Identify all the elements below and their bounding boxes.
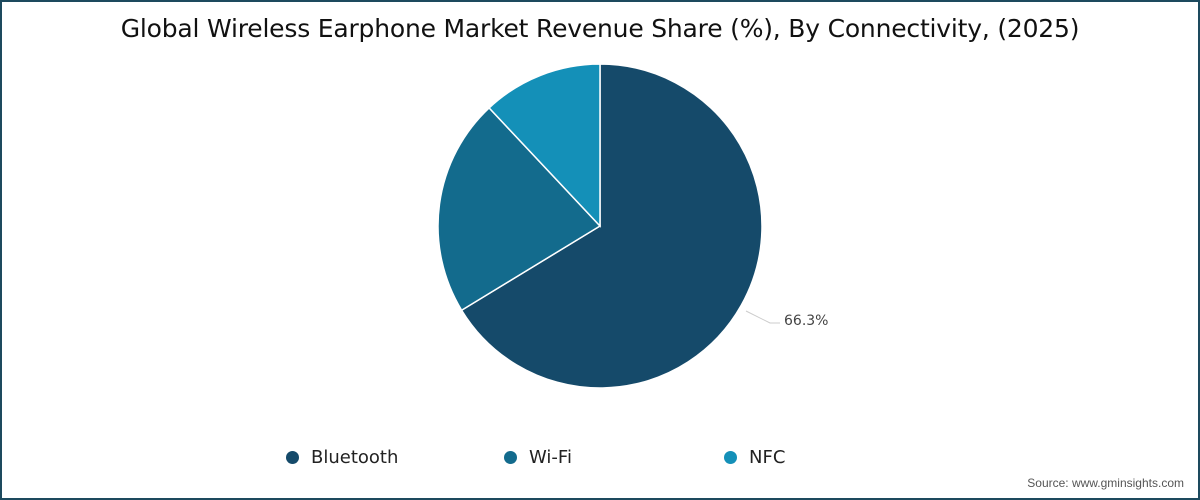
chart-title: Global Wireless Earphone Market Revenue … [120,14,1080,43]
pie-slice-wifi[interactable] [437,106,602,312]
legend-label: NFC [749,447,786,468]
legend-dot-icon [504,451,517,464]
legend-dot-icon [724,451,737,464]
source-note: Source: www.gminsights.com [1027,476,1184,490]
legend-item-bluetooth[interactable]: Bluetooth [286,447,398,468]
legend-label: Bluetooth [311,447,399,468]
legend-dot-icon [286,451,299,464]
legend-item-nfc[interactable]: NFC [724,447,785,468]
pie-slice-nfc[interactable] [488,63,601,228]
bluetooth-data-label: 66.3% [784,313,829,329]
legend-label: Wi-Fi [529,447,572,468]
leader-line [745,310,780,324]
legend-item-wifi[interactable]: Wi-Fi [504,447,572,468]
pie-slice-bluetooth[interactable] [460,63,763,389]
